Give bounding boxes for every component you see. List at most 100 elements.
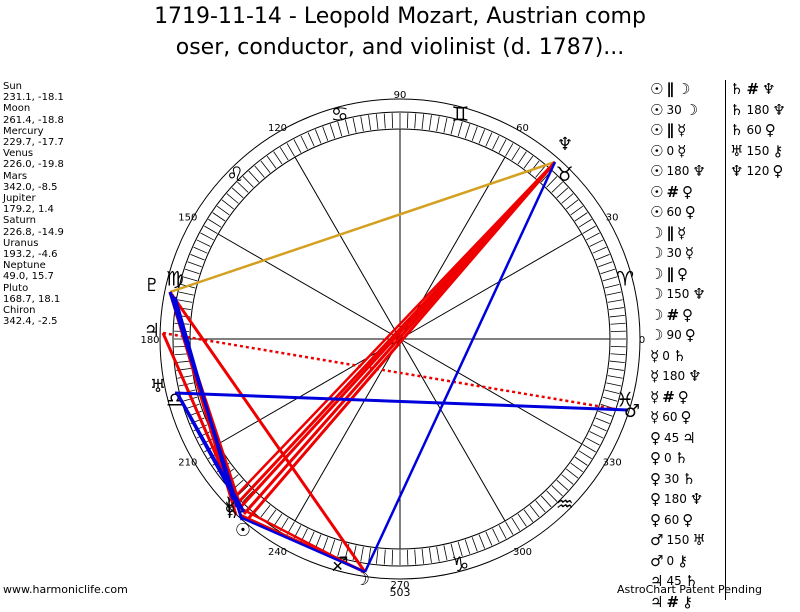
degree-tick	[609, 308, 624, 310]
degree-tick	[217, 206, 229, 215]
degree-label: 90	[394, 90, 407, 101]
aspect-value: #	[666, 306, 679, 324]
planet-glyph-icon: ☉	[650, 121, 663, 139]
degree-tick	[524, 510, 533, 522]
house-spoke	[400, 339, 505, 521]
degree-tick	[308, 133, 314, 147]
degree-tick	[608, 300, 623, 303]
planet-glyph-icon: ☽	[677, 80, 690, 98]
planet-glyph-icon: ☽	[685, 101, 698, 119]
aspect-value: ∥	[666, 265, 674, 283]
planet-glyph-icon: ♃	[682, 429, 695, 447]
degree-tick	[479, 129, 485, 143]
zodiac-glyph: ♉	[556, 162, 574, 186]
degree-tick	[583, 445, 596, 453]
degree-label: 210	[178, 458, 197, 469]
planet-glyph-icon: ♀	[678, 388, 689, 406]
degree-tick	[384, 114, 385, 129]
degree-tick	[562, 194, 573, 204]
degree-tick	[593, 247, 607, 253]
degree-tick	[571, 463, 583, 472]
degree-label: 0	[639, 335, 645, 346]
planet-glyph-icon: ♄	[730, 80, 743, 98]
jupiter-icon: ♃	[144, 320, 160, 341]
aspect-value: 0	[664, 451, 672, 465]
house-spoke	[218, 234, 400, 339]
degree-tick	[179, 292, 194, 295]
planet-glyph-icon: ♄	[730, 121, 743, 139]
degree-tick	[586, 438, 599, 445]
aspect-value: 0	[662, 349, 670, 363]
degree-tick	[601, 269, 615, 274]
aspect-value: 30	[666, 246, 681, 260]
planet-glyph-icon: ♄	[682, 470, 695, 488]
degree-tick	[261, 161, 270, 173]
degree-tick	[518, 514, 526, 526]
planet-glyph-icon: ☽	[650, 285, 663, 303]
aspect-row: ♄60♀	[730, 120, 786, 141]
aspect-row: ☽∥♀	[650, 264, 706, 285]
aspect-value: 90	[666, 328, 681, 342]
degree-tick	[444, 118, 447, 133]
aspect-value: 45	[664, 431, 679, 445]
degree-tick	[208, 219, 221, 227]
degree-tick	[609, 368, 624, 370]
degree-tick	[376, 114, 378, 129]
degree-tick	[499, 525, 506, 538]
degree-tick	[596, 254, 610, 260]
planet-glyph-icon: ♀	[685, 326, 696, 344]
planet-glyph-icon: ♆	[730, 162, 743, 180]
house-spoke	[295, 157, 400, 339]
planet-glyph-icon: ☉	[650, 101, 663, 119]
aspect-row: ☉#♀	[650, 182, 706, 203]
degree-tick	[506, 522, 514, 535]
degree-label: 30	[606, 213, 619, 224]
planet-glyph-icon: ☿	[677, 121, 686, 139]
planet-glyph-icon: ♅	[692, 531, 705, 549]
planet-glyph-icon: ♀	[650, 511, 661, 529]
aspect-row: ☉60♀	[650, 202, 706, 223]
degree-tick	[499, 139, 506, 152]
planet-glyph-icon: ☽	[650, 244, 663, 262]
aspect-value: 150	[666, 533, 689, 547]
zodiac-glyph: ♊	[451, 102, 469, 126]
aspect-row: ♀60♀	[650, 510, 706, 531]
degree-tick	[610, 354, 625, 355]
degree-tick	[384, 549, 385, 564]
planet-glyph-icon: ♀	[685, 203, 696, 221]
planet-glyph-icon: ⚷	[772, 142, 783, 160]
degree-tick	[415, 114, 416, 129]
degree-tick	[557, 480, 568, 490]
degree-label: 150	[178, 213, 197, 224]
aspect-table-column-1: ☉∥☽☉30☽☉∥☿☉0☿☉180♆☉#♀☉60♀☽∥☿☽30☿☽∥♀☽150♆…	[650, 79, 706, 612]
aspect-value: #	[666, 183, 679, 201]
degree-tick	[213, 213, 225, 221]
aspect-row: ☽∥☿	[650, 223, 706, 244]
planet-glyph-icon: ☿	[650, 408, 659, 426]
house-spoke	[400, 339, 582, 444]
degree-tick	[429, 548, 431, 563]
degree-tick	[361, 547, 364, 562]
degree-tick	[429, 115, 431, 130]
planet-glyph-icon: ⚷	[677, 552, 688, 570]
degree-tick	[492, 136, 499, 149]
degree-tick	[611, 331, 626, 332]
mars-icon: ♂	[624, 401, 640, 422]
degree-tick	[506, 143, 514, 156]
planet-glyph-icon: ♆	[688, 367, 701, 385]
degree-tick	[472, 127, 477, 141]
degree-tick	[287, 143, 295, 156]
aspect-row: ♄180♆	[730, 100, 786, 121]
degree-tick	[243, 176, 253, 187]
planet-glyph-icon: ♆	[692, 162, 705, 180]
degree-tick	[255, 166, 265, 177]
degree-tick	[185, 269, 199, 274]
aspect-value: 180	[746, 103, 769, 117]
degree-tick	[524, 156, 533, 168]
planet-glyph-icon: ♀	[650, 470, 661, 488]
planet-glyph-icon: ☿	[650, 367, 659, 385]
pluto-icon: ♇	[144, 275, 160, 296]
degree-tick	[541, 496, 551, 507]
aspect-value: ∥	[666, 224, 674, 242]
planet-glyph-icon: ♄	[730, 101, 743, 119]
